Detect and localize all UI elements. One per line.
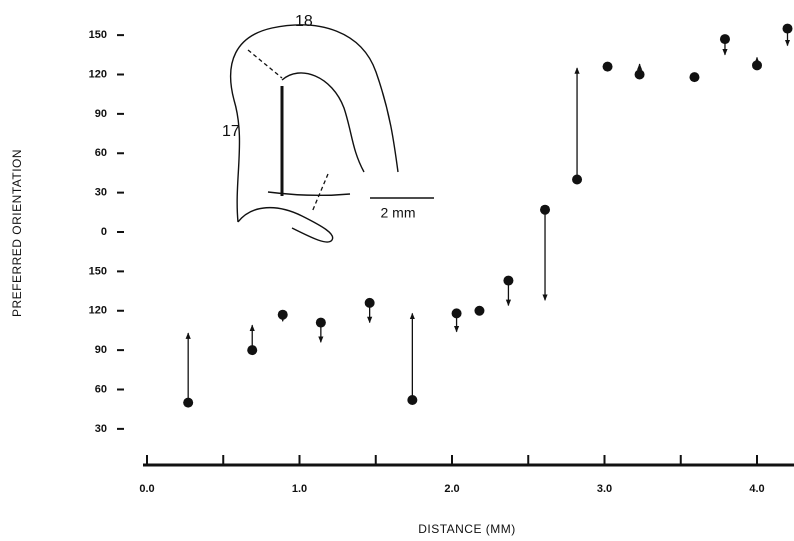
- y-tick-label: 150: [89, 265, 107, 277]
- point: [277, 309, 288, 320]
- area-label: 18: [295, 13, 313, 30]
- x-axis-title: DISTANCE (MM): [418, 522, 516, 536]
- x-tick-label: 1.0: [292, 483, 307, 495]
- point: [689, 72, 700, 83]
- x-tick-label: 2.0: [444, 483, 459, 495]
- outline: [230, 24, 399, 223]
- bottom-loop: [237, 206, 334, 243]
- y-tick-label: 150: [89, 29, 107, 41]
- inset-diagram: 18 17 2 mm: [222, 13, 434, 243]
- y-tick-label: 30: [95, 423, 107, 435]
- y-tick-label: 120: [89, 305, 107, 317]
- y-tick-label: 30: [95, 187, 107, 199]
- y-tick-label: 60: [95, 383, 107, 395]
- scale-label: 2 mm: [381, 205, 416, 221]
- point: [315, 317, 326, 328]
- point: [782, 23, 793, 34]
- y-tick-label: 0: [101, 226, 107, 238]
- point: [602, 61, 613, 72]
- x-tick-label: 4.0: [749, 483, 764, 495]
- y-tick-label: 120: [89, 68, 107, 80]
- x-tick-label: 0.0: [139, 483, 154, 495]
- point: [407, 395, 418, 405]
- point: [247, 345, 258, 356]
- point: [752, 60, 762, 71]
- point: [572, 174, 583, 185]
- inner-contour: [281, 72, 365, 173]
- point: [474, 305, 485, 316]
- x-tick-label: 3.0: [597, 483, 612, 495]
- point: [503, 275, 514, 286]
- point: [364, 297, 375, 308]
- y-tick-label: 90: [95, 108, 107, 120]
- area-label: 17: [222, 123, 240, 140]
- y-tick-label: 90: [95, 344, 107, 356]
- y-axis-title: PREFERRED ORIENTATION: [10, 149, 24, 317]
- fold: [267, 191, 351, 197]
- y-tick-label: 60: [95, 147, 107, 159]
- point: [183, 397, 194, 408]
- boundary: [311, 173, 329, 213]
- boundary: [247, 49, 283, 79]
- point: [451, 308, 462, 319]
- point: [719, 34, 730, 45]
- point: [540, 204, 551, 215]
- point: [634, 69, 645, 80]
